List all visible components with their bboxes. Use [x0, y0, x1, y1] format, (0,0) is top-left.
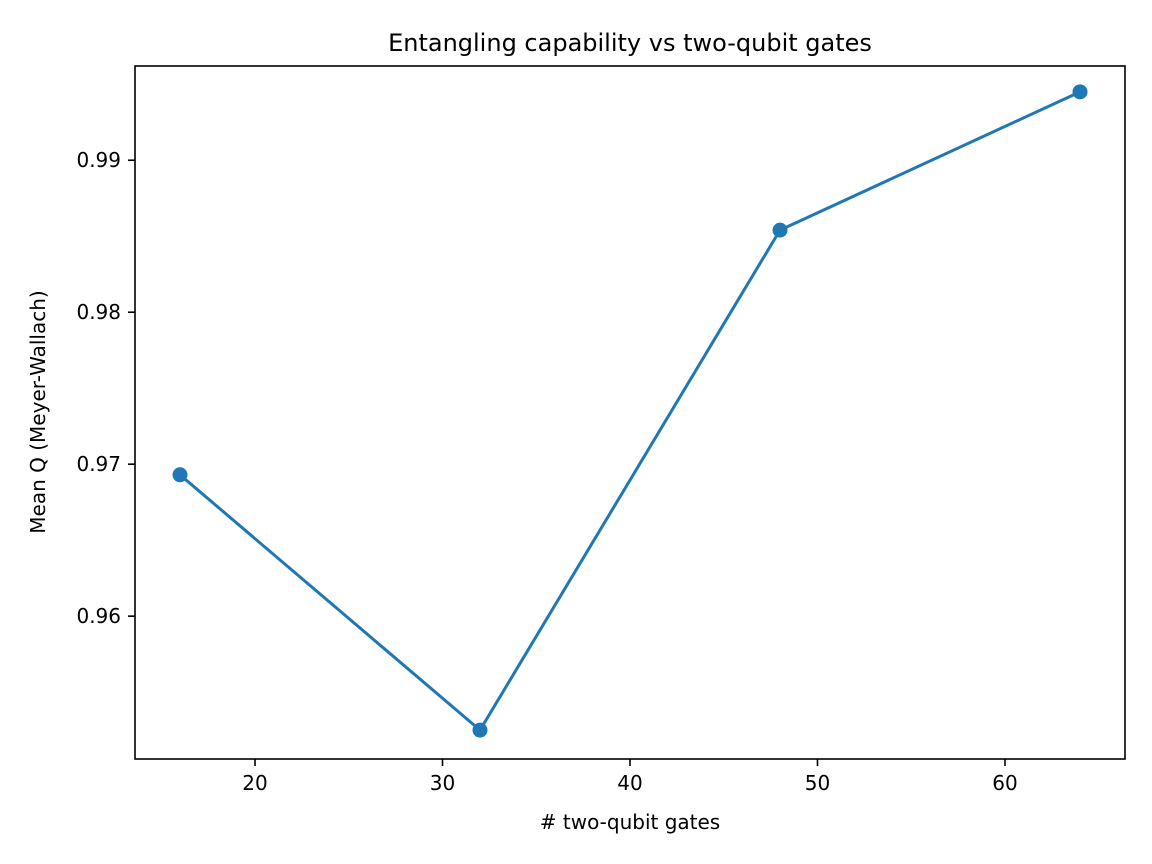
y-tick-label: 0.96: [76, 604, 121, 628]
x-axis-title: # two-qubit gates: [540, 810, 720, 834]
plot-frame: [134, 65, 1126, 760]
x-tick-label: 40: [617, 771, 642, 795]
y-tick-label: 0.98: [76, 300, 121, 324]
data-point: [772, 222, 788, 238]
data-point: [1072, 84, 1088, 100]
x-tick-label: 30: [430, 771, 455, 795]
data-point: [172, 467, 188, 483]
chart-title: Entangling capability vs two-qubit gates: [388, 29, 872, 57]
y-tick-label: 0.99: [76, 148, 121, 172]
x-tick-label: 20: [242, 771, 267, 795]
x-tick-label: 60: [992, 771, 1017, 795]
series-line: [179, 90, 1081, 732]
y-tick-label: 0.97: [76, 452, 121, 476]
data-point: [472, 722, 488, 738]
plot-area: 20 30 40 50 60 0.96 0.97 0.98 0.99: [76, 84, 1088, 795]
y-axis-title: Mean Q (Meyer-Wallach): [26, 290, 50, 533]
x-tick-label: 50: [805, 771, 830, 795]
